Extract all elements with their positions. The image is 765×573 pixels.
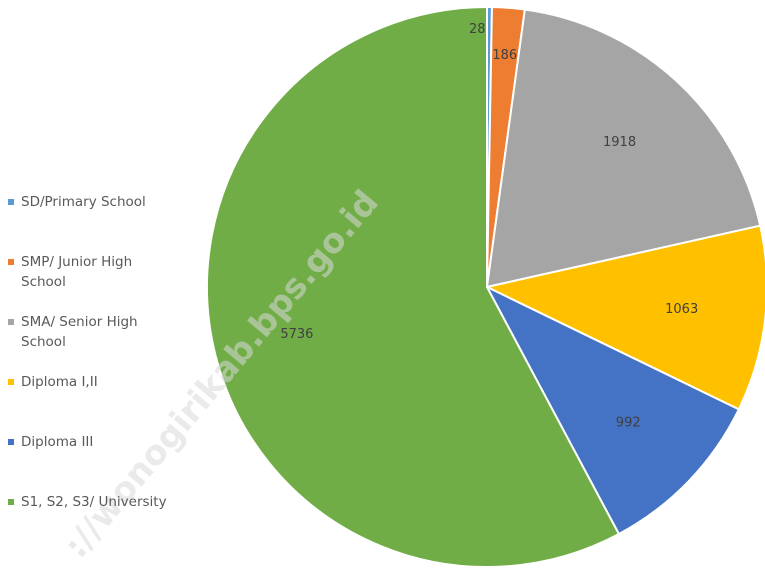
legend-entry: Diploma III xyxy=(8,432,171,452)
data-label: 28 xyxy=(469,22,486,37)
legend-entry: S1, S2, S3/ University xyxy=(8,492,171,512)
data-label: 1918 xyxy=(603,135,636,150)
legend-label: Diploma III xyxy=(21,434,94,450)
data-label: 5736 xyxy=(280,327,313,342)
legend-swatch xyxy=(8,379,14,385)
legend-entry: SMP/ Junior High School xyxy=(8,252,171,292)
pie-slice xyxy=(485,8,762,289)
legend-swatch xyxy=(8,319,14,325)
pie-slice xyxy=(206,5,621,568)
legend-swatch xyxy=(8,499,14,505)
legend-label: SMA/ Senior High School xyxy=(21,314,138,350)
data-label: 186 xyxy=(492,48,517,63)
legend-swatch xyxy=(8,439,14,445)
legend-label: SMP/ Junior High School xyxy=(21,254,133,290)
legend-swatch xyxy=(8,199,14,205)
legend-swatch xyxy=(8,259,14,265)
legend-entry: Diploma I,II xyxy=(8,372,171,392)
data-label: 1063 xyxy=(665,302,698,317)
legend-label: Diploma I,II xyxy=(21,374,98,390)
pie-slice xyxy=(484,284,741,536)
legend-label: S1, S2, S3/ University xyxy=(21,494,167,510)
legend-entry: SD/Primary School xyxy=(8,192,171,212)
legend-entry: SMA/ Senior High School xyxy=(8,312,171,352)
pie-slice xyxy=(483,224,765,411)
legend-label: SD/Primary School xyxy=(21,194,146,210)
data-label: 992 xyxy=(616,415,641,430)
